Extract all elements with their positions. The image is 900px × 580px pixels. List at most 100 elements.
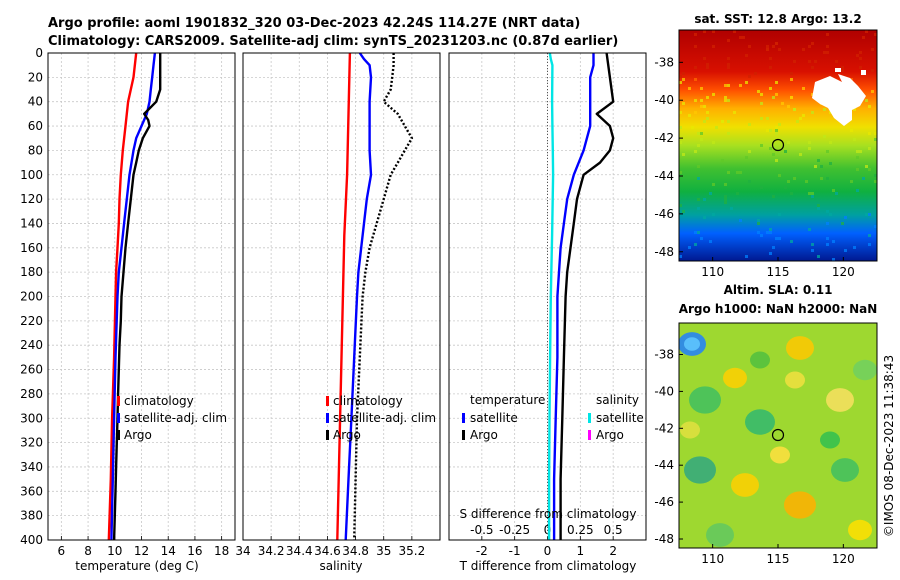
x-tick-label: 34.6 <box>314 544 341 558</box>
series-line-climatology <box>107 52 138 541</box>
series-line-argo <box>353 53 414 541</box>
x-top-tick-label: 0.25 <box>567 523 594 537</box>
series-line-satellite-adj-clim <box>110 52 157 541</box>
map-x-tick-label: 110 <box>701 552 724 566</box>
legend-label: Argo <box>333 428 361 442</box>
x-tick-label: 6 <box>58 544 66 558</box>
series-line-climatology <box>336 52 352 541</box>
map-x-tick-label: 110 <box>701 265 724 279</box>
x-tick-label: 34 <box>235 544 250 558</box>
x-top-tick-label: -0.5 <box>470 523 493 537</box>
y-tick-label: 100 <box>20 168 43 182</box>
x-tick-label: -2 <box>476 544 488 558</box>
x-tick-label: 18 <box>214 544 229 558</box>
sst-map <box>679 30 877 261</box>
map-x-tick-label: 120 <box>832 265 855 279</box>
x-tick-label: 14 <box>161 544 176 558</box>
x-tick-label: 0 <box>544 544 552 558</box>
series-line-s-satellite <box>547 52 555 540</box>
y-tick-label: 140 <box>20 216 43 230</box>
series-line-argo <box>112 53 162 541</box>
map-x-tick-label: 115 <box>767 265 790 279</box>
y-tick-label: 240 <box>20 338 43 352</box>
x-tick-label: 34.4 <box>286 544 313 558</box>
y-tick-label: 300 <box>20 411 43 425</box>
map-y-tick-label: -44 <box>654 458 674 472</box>
difference-xlabel: T difference from climatology <box>459 559 637 573</box>
legend-marker <box>117 396 120 406</box>
series-line-t-argo <box>559 52 615 540</box>
sla-map-title-1: Altim. SLA: 0.11 <box>724 283 833 297</box>
legend-label: satellite-adj. clim <box>333 411 436 425</box>
x-tick-label: 16 <box>187 544 202 558</box>
cloud-mask <box>812 74 866 126</box>
map-x-tick-label: 115 <box>767 552 790 566</box>
y-tick-label: 260 <box>20 363 43 377</box>
x-tick-label: 8 <box>84 544 92 558</box>
legend-marker <box>326 413 329 423</box>
legend-marker <box>588 413 591 423</box>
temperature-panel: 6 8 10 12 14 16 180204060801001201401601802002… <box>20 46 236 558</box>
map-y-tick-label: -46 <box>654 207 674 221</box>
legend-marker <box>326 430 329 440</box>
difference-panel: -2-1012-0.5-0.2500.250.5temperaturesatel… <box>448 52 647 558</box>
map-y-tick-label: -48 <box>654 532 674 546</box>
salinity-xlabel: salinity <box>319 559 362 573</box>
map-y-tick-label: -40 <box>654 93 674 107</box>
sst-map-title: sat. SST: 12.8 Argo: 13.2 <box>694 12 861 26</box>
x-tick-label: 35.2 <box>398 544 425 558</box>
map-y-tick-label: -38 <box>654 55 674 69</box>
legend-title-salinity: salinity <box>596 393 639 407</box>
y-tick-label: 20 <box>28 70 43 84</box>
legend-title-temperature: temperature <box>470 393 545 407</box>
y-tick-label: 320 <box>20 436 43 450</box>
y-tick-label: 340 <box>20 460 43 474</box>
legend-label: satellite-adj. clim <box>124 411 227 425</box>
copyright-stamp: ©IMOS 08-Dec-2023 11:38:43 <box>882 355 896 537</box>
y-tick-label: 360 <box>20 484 43 498</box>
x-tick-label: 34.8 <box>342 544 369 558</box>
x-tick-label: 34.2 <box>258 544 285 558</box>
y-tick-label: 60 <box>28 119 43 133</box>
legend-marker <box>117 430 120 440</box>
figure-title-line1: Argo profile: aoml 1901832_320 03-Dec-20… <box>48 16 580 31</box>
x-tick-label: 12 <box>134 544 149 558</box>
legend-label: satellite <box>596 411 644 425</box>
map-y-tick-label: -42 <box>654 421 674 435</box>
legend-marker <box>588 430 591 440</box>
y-tick-label: 200 <box>20 290 43 304</box>
figure-title-line2: Climatology: CARS2009. Satellite-adj cli… <box>48 34 618 49</box>
x-top-tick-label: 0.5 <box>604 523 623 537</box>
map-y-tick-label: -38 <box>654 348 674 362</box>
legend-marker <box>462 430 465 440</box>
legend-label: Argo <box>470 428 498 442</box>
x-tick-label: 35 <box>376 544 391 558</box>
legend-label: Argo <box>124 428 152 442</box>
y-tick-label: 40 <box>28 95 43 109</box>
legend-label: climatology <box>333 394 403 408</box>
x-tick-label: -1 <box>509 544 521 558</box>
map-y-tick-label: -42 <box>654 131 674 145</box>
x-tick-label: 10 <box>107 544 122 558</box>
map-y-tick-label: -46 <box>654 495 674 509</box>
legend-marker <box>326 396 329 406</box>
sla-map <box>679 323 877 548</box>
y-tick-label: 0 <box>35 46 43 60</box>
x-top-tick-label: -0.25 <box>499 523 530 537</box>
legend-label: satellite <box>470 411 518 425</box>
map-x-tick-label: 120 <box>832 552 855 566</box>
legend-label: Argo <box>596 428 624 442</box>
difference-top-xlabel: S difference from climatology <box>460 507 637 521</box>
y-tick-label: 80 <box>28 143 43 157</box>
temperature-xlabel: temperature (deg C) <box>75 559 198 573</box>
map-y-tick-label: -44 <box>654 169 674 183</box>
salinity-panel: 34 34.2 34.4 34.6 34.8 35 35.2 climatology satel… <box>235 52 441 558</box>
series-line-t-satellite <box>552 53 595 540</box>
x-tick-label: 1 <box>577 544 585 558</box>
legend-marker <box>117 413 120 423</box>
legend-label: climatology <box>124 394 194 408</box>
y-tick-label: 180 <box>20 265 43 279</box>
y-tick-label: 220 <box>20 314 43 328</box>
y-tick-label: 160 <box>20 241 43 255</box>
